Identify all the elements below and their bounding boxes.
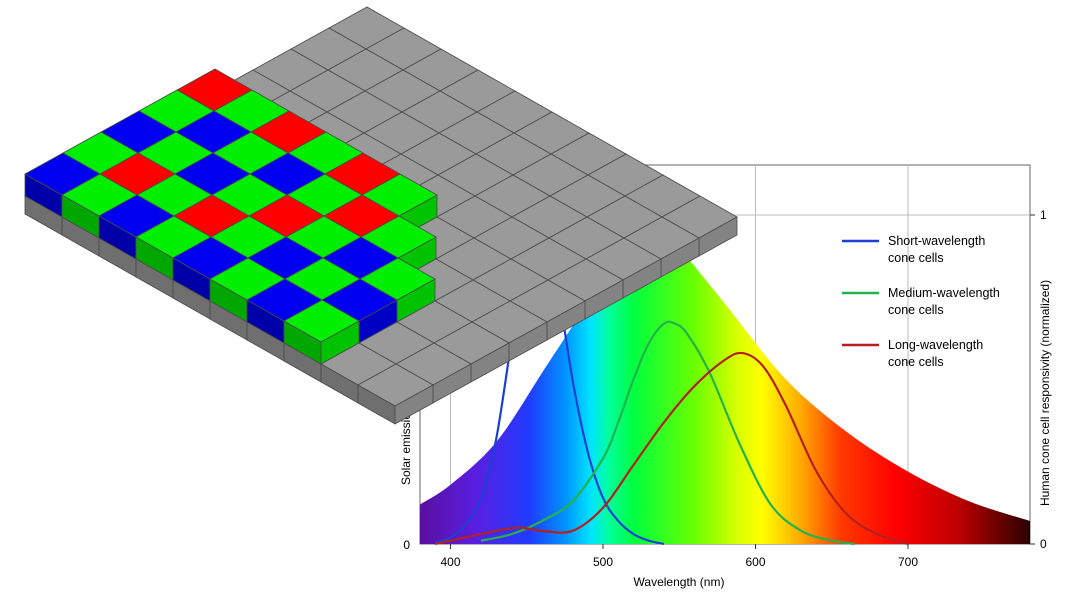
legend-label: Medium-wavelength cone cells	[888, 286, 1000, 317]
color-filter-G	[283, 299, 360, 343]
y-right-tick-label: 1	[1040, 208, 1047, 222]
x-axis-title: Wavelength (nm)	[634, 575, 725, 589]
series-line-3	[435, 351, 909, 545]
substrate-left-face	[357, 384, 396, 425]
y-right-tick-label: 0	[1040, 537, 1047, 551]
legend-label: Short-wavelength cone cells	[888, 234, 985, 265]
x-tick-label: 700	[898, 555, 918, 569]
solar-emission-area	[420, 217, 1030, 544]
axis-ticks: 400 500 600 700 0 0 1	[403, 208, 1047, 569]
bayer-sensor-illustration	[24, 6, 738, 425]
y-left-tick-label: 0	[403, 538, 410, 552]
x-tick-label: 600	[745, 555, 765, 569]
legend-label: Long-wavelength cone cells	[888, 338, 983, 369]
x-tick-label: 400	[440, 555, 460, 569]
y-axis-right-title: Human cone cell responsivity (normalized…	[1038, 280, 1052, 506]
x-tick-label: 500	[593, 555, 613, 569]
legend: Short-wavelength cone cells Medium-wavelen…	[842, 234, 1000, 369]
series-line-2	[480, 320, 855, 545]
